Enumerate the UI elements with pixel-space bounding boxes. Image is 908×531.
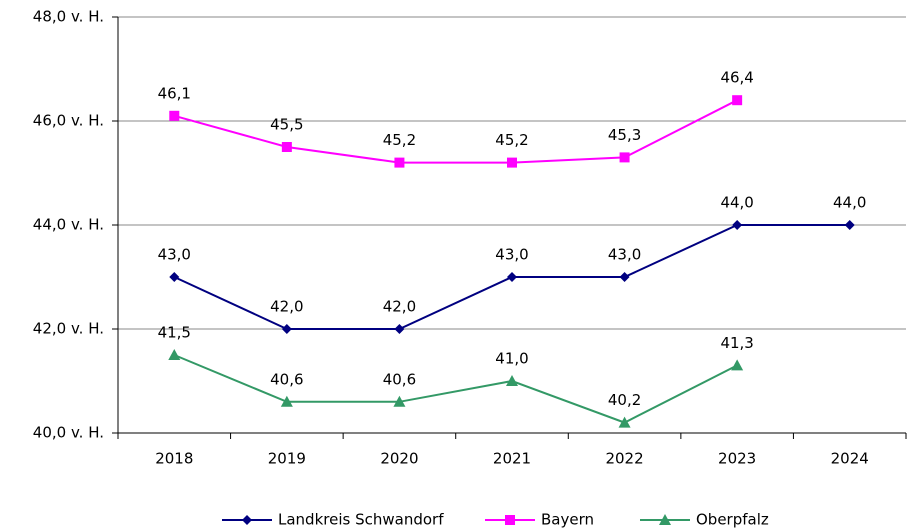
data-point <box>618 416 631 428</box>
data-label: 45,3 <box>608 126 641 144</box>
x-tick-label: 2023 <box>718 450 756 468</box>
series-line <box>174 99 738 164</box>
data-point <box>169 272 180 282</box>
data-point <box>507 157 517 168</box>
x-tick-label: 2024 <box>831 450 869 468</box>
data-label: 41,5 <box>158 324 191 342</box>
y-tick-label: 42,0 v. H. <box>33 320 104 338</box>
data-label: 44,0 <box>720 194 753 212</box>
data-point <box>281 324 292 334</box>
x-tick-label: 2022 <box>605 450 643 468</box>
legend-marker <box>242 515 252 525</box>
data-point <box>168 349 181 360</box>
data-label: 45,5 <box>270 116 303 134</box>
data-point <box>394 157 405 168</box>
legend-label: Oberpfalz <box>696 511 769 529</box>
legend-marker <box>659 514 671 525</box>
data-point <box>844 220 855 230</box>
legend-label: Bayern <box>541 511 594 529</box>
data-point <box>507 272 517 282</box>
data-label: 42,0 <box>270 298 303 316</box>
y-tick-label: 46,0 v. H. <box>33 112 104 130</box>
data-label: 45,2 <box>495 131 528 149</box>
data-label: 41,0 <box>495 350 528 368</box>
data-point <box>506 375 518 386</box>
data-point <box>281 142 292 152</box>
data-point <box>732 95 743 106</box>
x-tick-label: 2021 <box>493 450 531 468</box>
data-point <box>619 272 630 282</box>
legend-label: Landkreis Schwandorf <box>278 511 444 529</box>
x-tick-label: 2018 <box>155 450 193 468</box>
data-label: 43,0 <box>158 246 191 264</box>
y-tick-label: 40,0 v. H. <box>33 424 104 442</box>
data-label: 45,2 <box>383 131 416 149</box>
data-label: 46,4 <box>720 69 753 87</box>
data-point <box>393 395 406 407</box>
data-point <box>169 110 180 121</box>
x-tick-label: 2020 <box>380 450 418 468</box>
data-label: 43,0 <box>495 246 528 264</box>
data-point <box>619 152 630 163</box>
series-line <box>173 354 738 424</box>
data-label: 42,0 <box>383 298 416 316</box>
legend-marker <box>505 515 515 525</box>
data-point <box>280 395 293 407</box>
y-tick-label: 44,0 v. H. <box>33 216 104 234</box>
data-label: 43,0 <box>608 246 641 264</box>
data-label: 40,6 <box>270 370 303 388</box>
data-label: 41,3 <box>720 334 753 352</box>
data-label: 40,6 <box>383 370 416 388</box>
data-point <box>732 220 743 230</box>
data-point <box>394 324 405 334</box>
data-label: 40,2 <box>608 391 641 409</box>
data-point <box>731 359 744 371</box>
y-tick-label: 48,0 v. H. <box>33 8 104 26</box>
data-label: 44,0 <box>833 194 866 212</box>
x-tick-label: 2019 <box>268 450 306 468</box>
data-label: 46,1 <box>158 84 191 102</box>
